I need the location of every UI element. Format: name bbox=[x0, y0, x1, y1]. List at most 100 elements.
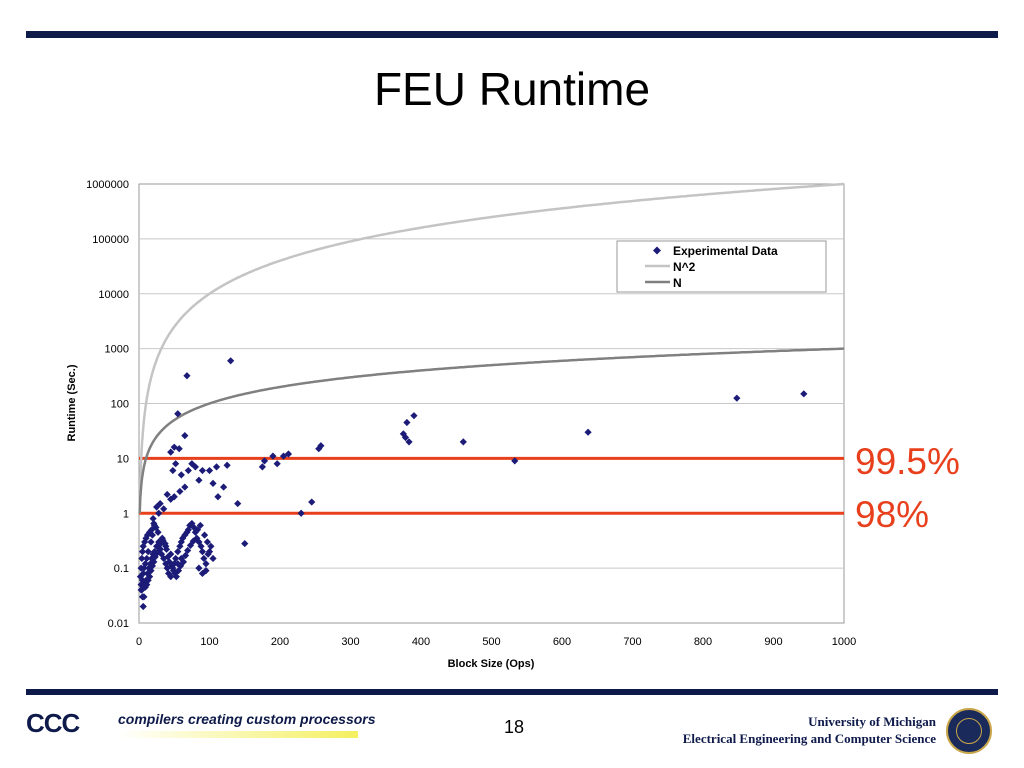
data-point bbox=[139, 602, 147, 611]
data-point bbox=[800, 390, 808, 398]
page-number: 18 bbox=[503, 717, 525, 737]
data-point bbox=[179, 534, 187, 542]
data-point bbox=[511, 457, 519, 465]
data-point bbox=[163, 490, 171, 499]
data-point bbox=[140, 593, 148, 601]
ccc-logo: CCC bbox=[26, 708, 80, 738]
data-point bbox=[200, 531, 209, 539]
data-point bbox=[459, 438, 467, 446]
data-point bbox=[145, 573, 154, 581]
data-point bbox=[202, 567, 210, 575]
bottom-rule bbox=[26, 689, 998, 695]
y-tick-label: 1 bbox=[123, 508, 129, 520]
data-point bbox=[174, 548, 182, 556]
data-point bbox=[189, 537, 197, 545]
data-point bbox=[197, 542, 205, 550]
data-point bbox=[155, 509, 163, 517]
x-tick-label: 200 bbox=[271, 636, 289, 648]
data-point bbox=[198, 569, 207, 578]
y-tick-labels: 0.01 0.1 1 10 100 1000 10000 100000 1000000 bbox=[86, 179, 129, 630]
data-point bbox=[258, 463, 266, 471]
legend: Experimental Data N^2 N bbox=[616, 240, 827, 293]
university-name: University of Michigan Electrical Engine… bbox=[683, 713, 936, 747]
data-point bbox=[174, 410, 182, 418]
data-point bbox=[196, 521, 204, 530]
data-point bbox=[148, 531, 156, 539]
data-point bbox=[200, 554, 208, 563]
data-point bbox=[317, 442, 325, 450]
data-point bbox=[177, 538, 185, 546]
data-point bbox=[223, 461, 231, 469]
y-tick-label: 0.1 bbox=[114, 563, 129, 575]
data-point bbox=[172, 460, 180, 468]
data-point bbox=[172, 573, 180, 581]
data-point bbox=[220, 483, 228, 491]
data-point bbox=[308, 498, 316, 506]
university-line-1: University of Michigan bbox=[808, 714, 936, 729]
data-point bbox=[273, 460, 281, 468]
y-axis-label: Runtime (Sec.) bbox=[66, 364, 78, 441]
data-point bbox=[284, 450, 293, 458]
data-point bbox=[141, 560, 149, 568]
top-rule bbox=[26, 31, 998, 38]
data-point bbox=[188, 519, 196, 528]
seal-inner-ring bbox=[956, 718, 982, 744]
data-point bbox=[205, 548, 214, 556]
data-point bbox=[174, 560, 182, 568]
data-point bbox=[167, 495, 175, 503]
data-point bbox=[260, 457, 269, 465]
data-point bbox=[150, 519, 158, 528]
data-point bbox=[241, 539, 249, 548]
y-tick-label: 1000 bbox=[105, 344, 129, 356]
data-point bbox=[170, 443, 178, 451]
data-point bbox=[139, 542, 147, 550]
data-point bbox=[152, 523, 160, 532]
x-tick-label: 700 bbox=[623, 636, 641, 648]
data-point bbox=[202, 560, 210, 568]
data-point bbox=[150, 548, 159, 556]
data-point bbox=[150, 558, 158, 566]
data-point bbox=[584, 428, 592, 436]
threshold-label-98: 98% bbox=[855, 494, 930, 535]
data-point bbox=[205, 466, 214, 475]
data-point bbox=[212, 463, 221, 471]
n-curve bbox=[138, 347, 845, 514]
data-point bbox=[157, 539, 165, 548]
data-point bbox=[183, 372, 191, 380]
data-point bbox=[162, 545, 171, 553]
data-point bbox=[172, 554, 180, 563]
y-tick-label: 1000000 bbox=[86, 179, 129, 191]
data-point bbox=[143, 581, 151, 589]
n-squared-curve bbox=[138, 182, 845, 514]
data-point bbox=[179, 558, 188, 566]
data-point bbox=[195, 476, 203, 484]
x-tick-label: 900 bbox=[764, 636, 782, 648]
legend-label-n: N bbox=[673, 276, 682, 290]
slide-title: FEU Runtime bbox=[373, 63, 651, 115]
data-point bbox=[191, 463, 199, 471]
x-tick-labels: 0 100 200 300 400 500 600 700 800 900 1000 bbox=[136, 636, 856, 648]
threshold-lines bbox=[139, 456, 844, 515]
x-tick-label: 100 bbox=[200, 636, 218, 648]
footer-tagline: compilers creating custom processors bbox=[118, 711, 376, 727]
data-point bbox=[138, 576, 147, 584]
data-point bbox=[203, 538, 211, 546]
data-point bbox=[297, 509, 305, 517]
data-point bbox=[401, 433, 410, 442]
data-point bbox=[234, 499, 242, 508]
data-point bbox=[144, 548, 152, 556]
data-point bbox=[137, 586, 145, 594]
data-point bbox=[143, 554, 151, 563]
legend-marker-experimental bbox=[653, 246, 661, 255]
data-point bbox=[169, 567, 178, 575]
data-point bbox=[149, 514, 157, 523]
x-tick-label: 400 bbox=[412, 636, 430, 648]
data-point bbox=[161, 539, 169, 548]
data-point bbox=[403, 418, 411, 427]
y-tick-label: 10 bbox=[117, 453, 129, 465]
data-point bbox=[169, 466, 177, 475]
data-point bbox=[175, 445, 183, 453]
footer-highlight-bar bbox=[118, 731, 358, 738]
data-point bbox=[177, 471, 185, 479]
